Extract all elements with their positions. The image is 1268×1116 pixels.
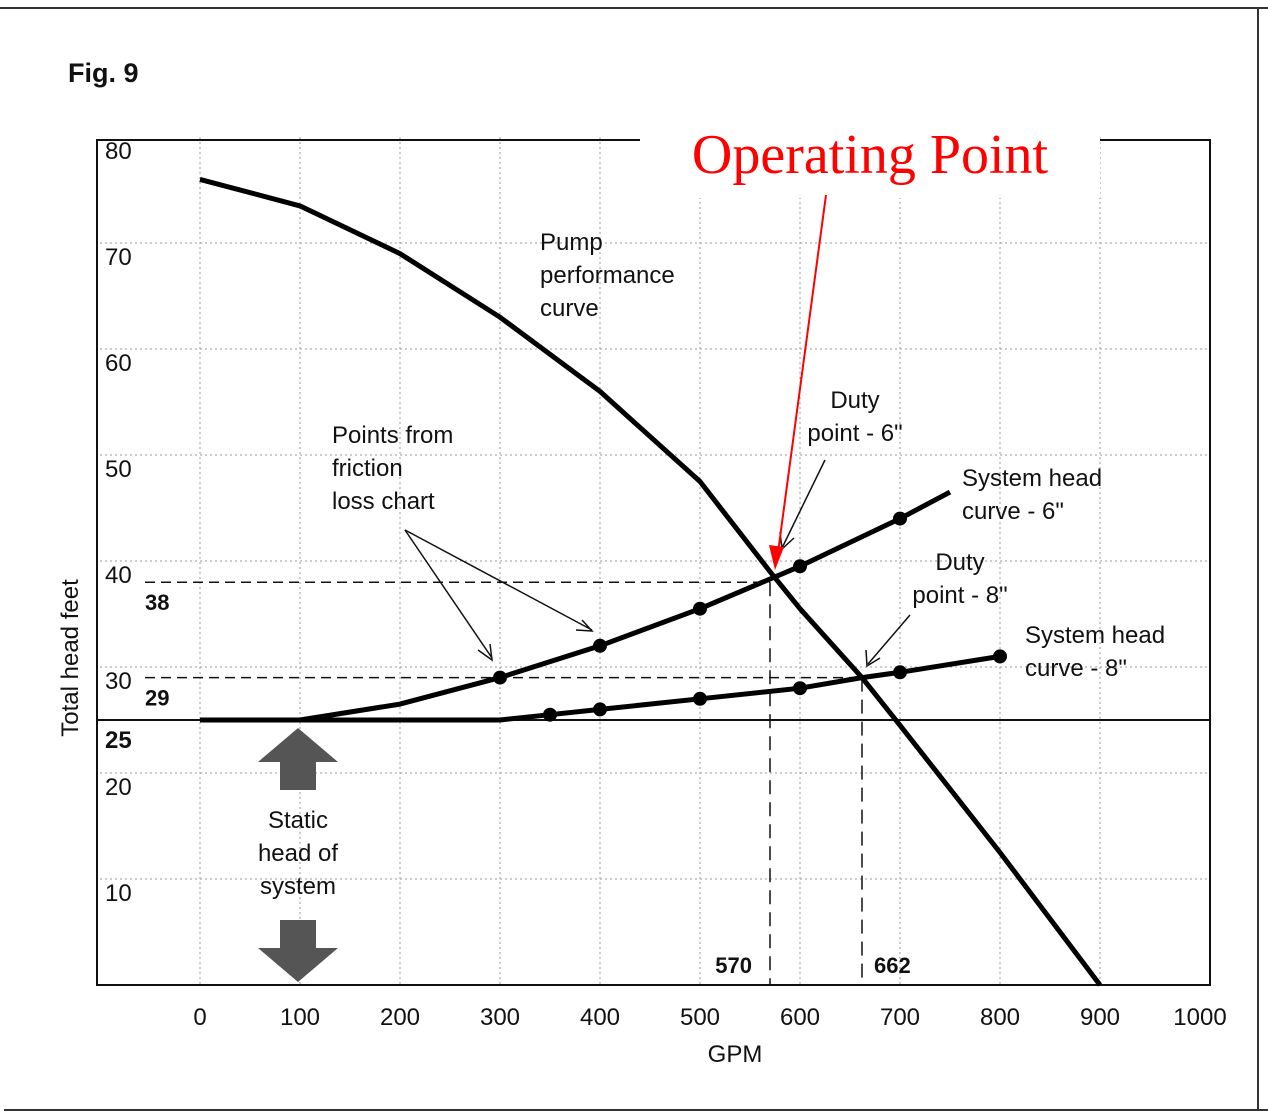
operating-arrow [769,194,827,570]
duty-y-label: 29 [145,686,169,711]
series-label: Pump [540,229,603,256]
x-axis-label: GPM [708,1041,763,1068]
data-point [793,681,807,696]
x-tick-label: 600 [780,1004,820,1031]
chart-title: Operating Point [692,124,1049,186]
annotation: Duty [830,387,879,414]
series-label: performance [540,262,675,289]
data-point [593,638,607,653]
annotation: friction [332,455,403,482]
duty-y-label: 38 [145,590,169,615]
annotation: head of [258,840,338,867]
pointers [404,459,911,668]
data-point [793,559,807,574]
series-label: curve - 8" [1025,655,1127,682]
data-point [543,707,557,722]
data-point [593,702,607,717]
arrow-down [258,920,338,982]
x-tick-label: 1000 [1173,1004,1226,1031]
annotation: point - 6" [807,420,902,447]
series-label: System head [1025,622,1165,649]
annotation: Duty [935,549,984,576]
y-tick-label: 10 [105,880,132,907]
x-tick-label: 800 [980,1004,1020,1031]
data-point [493,670,507,685]
y-tick-label: 40 [105,562,132,589]
duty-x-label: 662 [874,953,911,978]
duty-x-label: 570 [715,953,752,978]
annotation: point - 8" [912,582,1007,609]
data-point [993,649,1007,664]
data-point [893,665,907,680]
figure-label: Fig. 9 [68,58,139,88]
y-tick-label: 50 [105,456,132,483]
data-point [893,511,907,526]
annotation: loss chart [332,488,435,515]
annotation: Points from [332,422,453,449]
series-line [199,176,1102,987]
x-tick-label: 700 [880,1004,920,1031]
x-tick-label: 500 [680,1004,720,1031]
series-label: System head [962,465,1102,492]
x-tick-label: 100 [280,1004,320,1031]
x-tick-label: 0 [193,1004,206,1031]
y-tick-label: 80 [105,138,132,165]
annotation: Static [268,807,328,834]
title-box [640,122,1100,198]
x-tick-label: 300 [480,1004,520,1031]
plot: 0 100 200 300 400 500 600 700 800 900 1000 10 20 30 40… [96,137,1227,1031]
series-label: curve [540,295,599,322]
series-label: curve - 6" [962,498,1064,525]
data-point [693,601,707,616]
x-tick-label: 400 [580,1004,620,1031]
y-tick-label: 70 [105,244,132,271]
data-point [693,691,707,706]
y-tick-label: 20 [105,774,132,801]
x-tick-label: 200 [380,1004,420,1031]
arrow-up [258,728,338,790]
static-head-label: 25 [105,727,132,754]
y-tick-label: 30 [105,668,132,695]
x-tick-label: 900 [1080,1004,1120,1031]
annotation: system [260,873,336,900]
y-tick-label: 60 [105,350,132,377]
y-axis-label: Total head feet [57,579,84,737]
